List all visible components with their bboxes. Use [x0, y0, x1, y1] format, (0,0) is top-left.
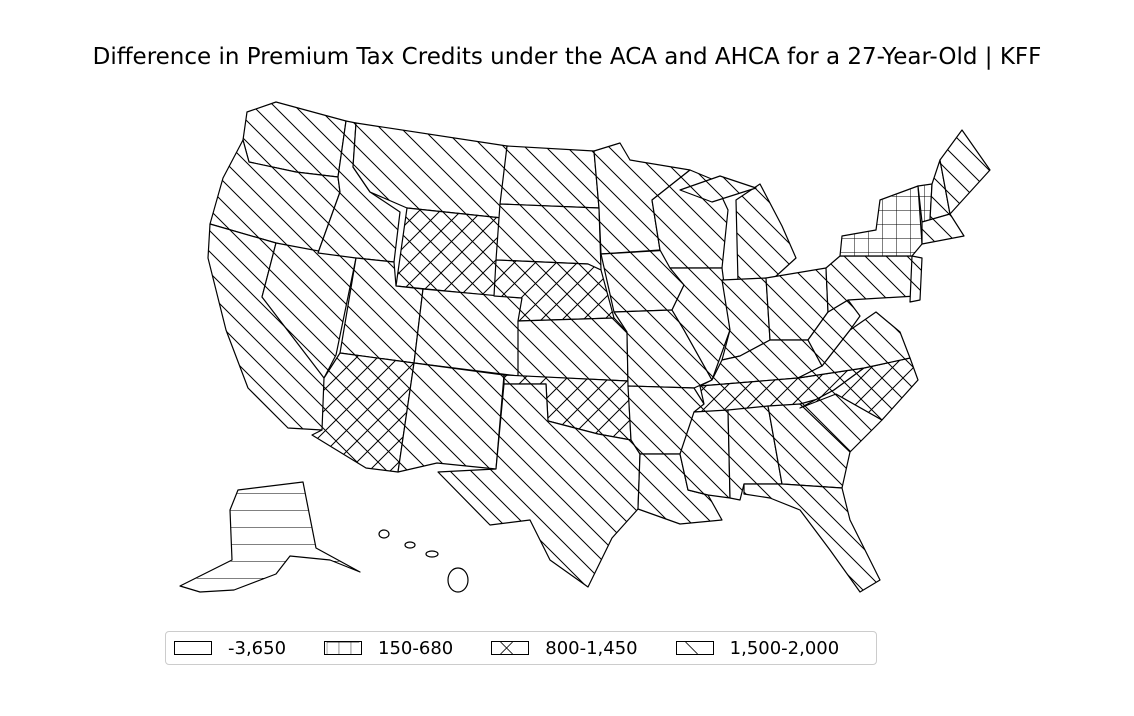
state-NC — [799, 357, 919, 421]
legend-item: -3,650 — [174, 638, 286, 659]
state-TX — [437, 383, 641, 588]
legend-item: 1,500-2,000 — [675, 637, 840, 659]
legend-label: 1,500-2,000 — [729, 637, 840, 659]
state-ME — [939, 129, 991, 215]
legend-label: 150-680 — [378, 637, 454, 659]
state-MI-UP — [679, 175, 757, 203]
legend-item: 800-1,450 — [491, 637, 638, 659]
state-ND — [499, 145, 600, 209]
legend-item: 150-680 — [324, 638, 453, 659]
state-WY — [395, 207, 503, 297]
state-MI — [735, 183, 797, 283]
legend-swatch-cross — [491, 641, 530, 655]
state-GA — [767, 403, 851, 489]
state-IL — [669, 267, 731, 381]
state-NM — [397, 362, 505, 473]
legend-swatch-vertical — [324, 641, 363, 655]
map-title: Difference in Premium Tax Credits under … — [92, 44, 1042, 70]
legend-swatch-diagonal — [675, 641, 714, 655]
state-AK — [179, 481, 361, 593]
state-CO — [413, 288, 523, 377]
legend-label: 800-1,450 — [545, 637, 638, 659]
state-HI — [378, 529, 469, 593]
legend: -3,650 150-680 800-1,450 1,500-2,000 — [165, 631, 877, 665]
state-PA — [825, 255, 917, 313]
state-FL — [743, 483, 881, 593]
state-NY — [839, 185, 923, 257]
state-KS — [517, 317, 629, 382]
states-group — [179, 101, 991, 593]
legend-label: -3,650 — [228, 637, 287, 659]
state-MA — [921, 213, 965, 245]
state-NJ — [909, 255, 923, 303]
legend-swatch-none — [174, 641, 212, 655]
